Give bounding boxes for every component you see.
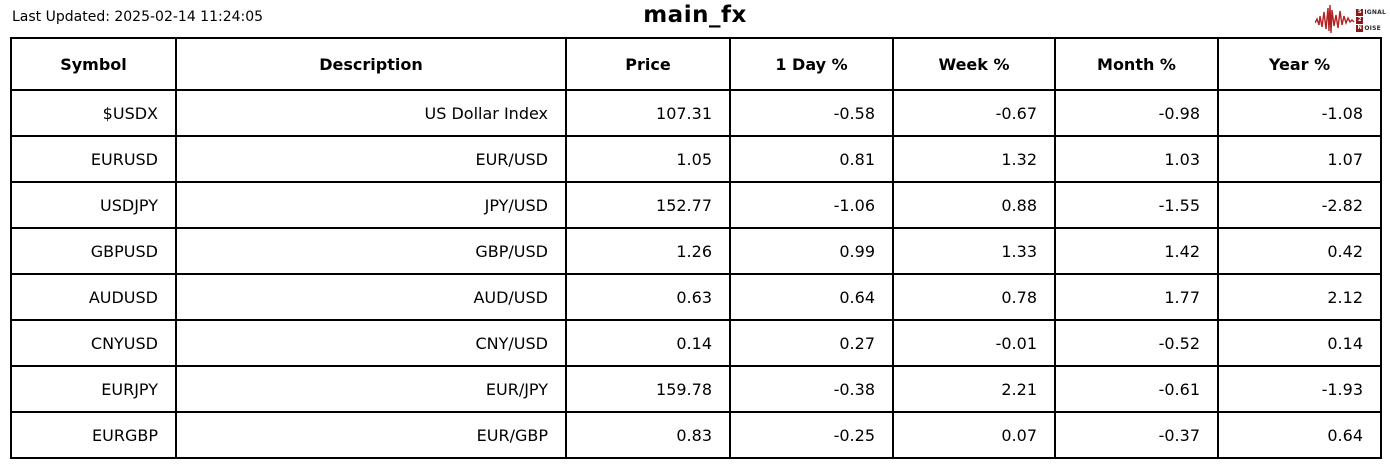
col-header-week: Week %: [892, 37, 1056, 91]
change-cell-week: 0.07: [892, 411, 1056, 459]
change-cell-week: 1.33: [892, 227, 1056, 275]
change-cell-month: -1.55: [1054, 181, 1219, 229]
price-cell: 1.26: [565, 227, 731, 275]
last-updated-text: Last Updated: 2025-02-14 11:24:05: [12, 9, 264, 25]
price-cell: 107.31: [565, 89, 731, 137]
table-row: EURGBP EUR/GBP 0.83 -0.25 0.07 -0.37 0.6…: [10, 411, 1382, 459]
change-cell-week: 1.32: [892, 135, 1056, 183]
change-cell-week: -0.67: [892, 89, 1056, 137]
description-cell: EUR/USD: [175, 135, 567, 183]
logo-badge-2: 2: [1356, 16, 1364, 24]
description-cell: GBP/USD: [175, 227, 567, 275]
change-cell-week: 0.78: [892, 273, 1056, 321]
description-cell: EUR/GBP: [175, 411, 567, 459]
change-cell-year: -1.93: [1217, 365, 1382, 413]
logo-line-noise: N OISE: [1356, 24, 1386, 32]
col-header-year: Year %: [1217, 37, 1382, 91]
description-cell: AUD/USD: [175, 273, 567, 321]
change-cell-month: -0.52: [1054, 319, 1219, 367]
change-cell-1day: 0.27: [729, 319, 894, 367]
col-header-symbol: Symbol: [10, 37, 177, 91]
change-cell-1day: -0.58: [729, 89, 894, 137]
change-cell-year: -1.08: [1217, 89, 1382, 137]
table-row: GBPUSD GBP/USD 1.26 0.99 1.33 1.42 0.42: [10, 227, 1382, 275]
change-cell-week: -0.01: [892, 319, 1056, 367]
change-cell-month: -0.98: [1054, 89, 1219, 137]
price-cell: 152.77: [565, 181, 731, 229]
symbol-cell: EURGBP: [10, 411, 177, 459]
change-cell-month: -0.61: [1054, 365, 1219, 413]
change-cell-month: 1.42: [1054, 227, 1219, 275]
change-cell-week: 2.21: [892, 365, 1056, 413]
price-cell: 1.05: [565, 135, 731, 183]
description-cell: CNY/USD: [175, 319, 567, 367]
col-header-month: Month %: [1054, 37, 1219, 91]
change-cell-month: 1.77: [1054, 273, 1219, 321]
fx-table: Symbol Description Price 1 Day % Week % …: [10, 37, 1382, 459]
col-header-1day: 1 Day %: [729, 37, 894, 91]
change-cell-1day: 0.64: [729, 273, 894, 321]
col-header-description: Description: [175, 37, 567, 91]
page-title: main_fx: [643, 2, 747, 28]
waveform-icon: [1314, 2, 1355, 38]
table-row: EURJPY EUR/JPY 159.78 -0.38 2.21 -0.61 -…: [10, 365, 1382, 413]
logo-word-noise: OISE: [1364, 24, 1381, 32]
description-cell: JPY/USD: [175, 181, 567, 229]
price-cell: 159.78: [565, 365, 731, 413]
change-cell-1day: -0.25: [729, 411, 894, 459]
table-row: $USDX US Dollar Index 107.31 -0.58 -0.67…: [10, 89, 1382, 137]
price-cell: 0.63: [565, 273, 731, 321]
change-cell-1day: -0.38: [729, 365, 894, 413]
logo-line-2: 2: [1356, 16, 1386, 24]
table-row: EURUSD EUR/USD 1.05 0.81 1.32 1.03 1.07: [10, 135, 1382, 183]
description-cell: EUR/JPY: [175, 365, 567, 413]
change-cell-year: 0.42: [1217, 227, 1382, 275]
symbol-cell: GBPUSD: [10, 227, 177, 275]
logo-text: S IGNAL 2 N OISE: [1356, 8, 1386, 32]
change-cell-1day: -1.06: [729, 181, 894, 229]
price-cell: 0.83: [565, 411, 731, 459]
change-cell-month: -0.37: [1054, 411, 1219, 459]
change-cell-year: 2.12: [1217, 273, 1382, 321]
change-cell-1day: 0.81: [729, 135, 894, 183]
logo-line-signal: S IGNAL: [1356, 8, 1386, 16]
price-cell: 0.14: [565, 319, 731, 367]
symbol-cell: EURJPY: [10, 365, 177, 413]
description-cell: US Dollar Index: [175, 89, 567, 137]
change-cell-year: 0.14: [1217, 319, 1382, 367]
header-row: Symbol Description Price 1 Day % Week % …: [10, 37, 1382, 91]
col-header-price: Price: [565, 37, 731, 91]
symbol-cell: CNYUSD: [10, 319, 177, 367]
change-cell-year: -2.82: [1217, 181, 1382, 229]
symbol-cell: AUDUSD: [10, 273, 177, 321]
logo-word-signal: IGNAL: [1364, 8, 1386, 16]
logo-badge-n: N: [1356, 24, 1364, 32]
table-row: AUDUSD AUD/USD 0.63 0.64 0.78 1.77 2.12: [10, 273, 1382, 321]
table-row: CNYUSD CNY/USD 0.14 0.27 -0.01 -0.52 0.1…: [10, 319, 1382, 367]
symbol-cell: $USDX: [10, 89, 177, 137]
change-cell-year: 0.64: [1217, 411, 1382, 459]
change-cell-month: 1.03: [1054, 135, 1219, 183]
change-cell-week: 0.88: [892, 181, 1056, 229]
symbol-cell: EURUSD: [10, 135, 177, 183]
signal2noise-logo: S IGNAL 2 N OISE: [1314, 2, 1386, 38]
symbol-cell: USDJPY: [10, 181, 177, 229]
table-row: USDJPY JPY/USD 152.77 -1.06 0.88 -1.55 -…: [10, 181, 1382, 229]
change-cell-1day: 0.99: [729, 227, 894, 275]
change-cell-year: 1.07: [1217, 135, 1382, 183]
logo-badge-s: S: [1356, 8, 1364, 16]
